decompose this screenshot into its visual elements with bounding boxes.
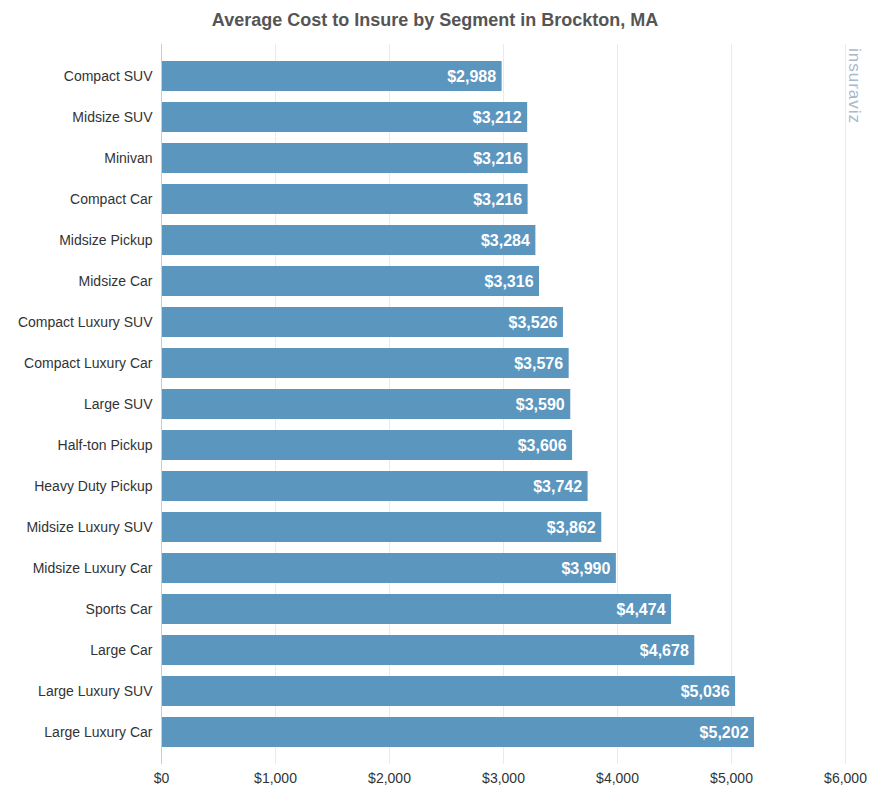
svg-text:$4,678: $4,678 [640, 642, 689, 659]
svg-text:Large Luxury SUV: Large Luxury SUV [38, 683, 153, 699]
svg-text:$3,990: $3,990 [561, 560, 610, 577]
svg-text:Half-ton Pickup: Half-ton Pickup [58, 437, 153, 453]
svg-text:Compact SUV: Compact SUV [64, 68, 153, 84]
svg-text:$3,216: $3,216 [473, 150, 522, 167]
svg-text:Heavy Duty Pickup: Heavy Duty Pickup [34, 478, 152, 494]
svg-text:$6,000: $6,000 [824, 770, 867, 786]
svg-text:Large Car: Large Car [90, 642, 153, 658]
svg-text:Midsize SUV: Midsize SUV [72, 109, 153, 125]
svg-text:$2,000: $2,000 [368, 770, 411, 786]
svg-text:$1,000: $1,000 [254, 770, 297, 786]
svg-text:Minivan: Minivan [104, 150, 152, 166]
svg-text:$4,474: $4,474 [617, 601, 666, 618]
svg-text:$3,606: $3,606 [518, 437, 567, 454]
svg-text:$4,000: $4,000 [596, 770, 639, 786]
svg-text:$2,988: $2,988 [447, 68, 496, 85]
html-text:insuraviz: insuraviz [845, 48, 864, 125]
svg-text:$3,742: $3,742 [533, 478, 582, 495]
svg-text:$3,526: $3,526 [509, 314, 558, 331]
svg-text:$3,316: $3,316 [485, 273, 534, 290]
svg-text:Large SUV: Large SUV [84, 396, 153, 412]
svg-text:Midsize Luxury Car: Midsize Luxury Car [33, 560, 153, 576]
svg-text:$0: $0 [154, 770, 170, 786]
svg-text:Compact Luxury SUV: Compact Luxury SUV [18, 314, 153, 330]
svg-text:$3,212: $3,212 [473, 109, 522, 126]
html-text:Average Cost to Insure by Segm: Average Cost to Insure by Segment in Bro… [211, 10, 659, 30]
svg-text:$3,590: $3,590 [516, 396, 565, 413]
svg-text:Sports Car: Sports Car [86, 601, 153, 617]
svg-text:$5,036: $5,036 [681, 683, 730, 700]
svg-text:$3,862: $3,862 [547, 519, 596, 536]
svg-text:$5,000: $5,000 [710, 770, 753, 786]
svg-text:Compact Car: Compact Car [70, 191, 153, 207]
svg-text:Large Luxury Car: Large Luxury Car [44, 724, 153, 740]
svg-text:$3,000: $3,000 [482, 770, 525, 786]
svg-text:Compact Luxury Car: Compact Luxury Car [24, 355, 153, 371]
svg-text:$3,576: $3,576 [514, 355, 563, 372]
svg-text:$3,284: $3,284 [481, 232, 530, 249]
svg-text:$5,202: $5,202 [700, 724, 749, 741]
svg-text:Midsize Pickup: Midsize Pickup [59, 232, 153, 248]
svg-text:Midsize Luxury SUV: Midsize Luxury SUV [26, 519, 153, 535]
svg-text:Midsize Car: Midsize Car [79, 273, 153, 289]
svg-text:$3,216: $3,216 [473, 191, 522, 208]
